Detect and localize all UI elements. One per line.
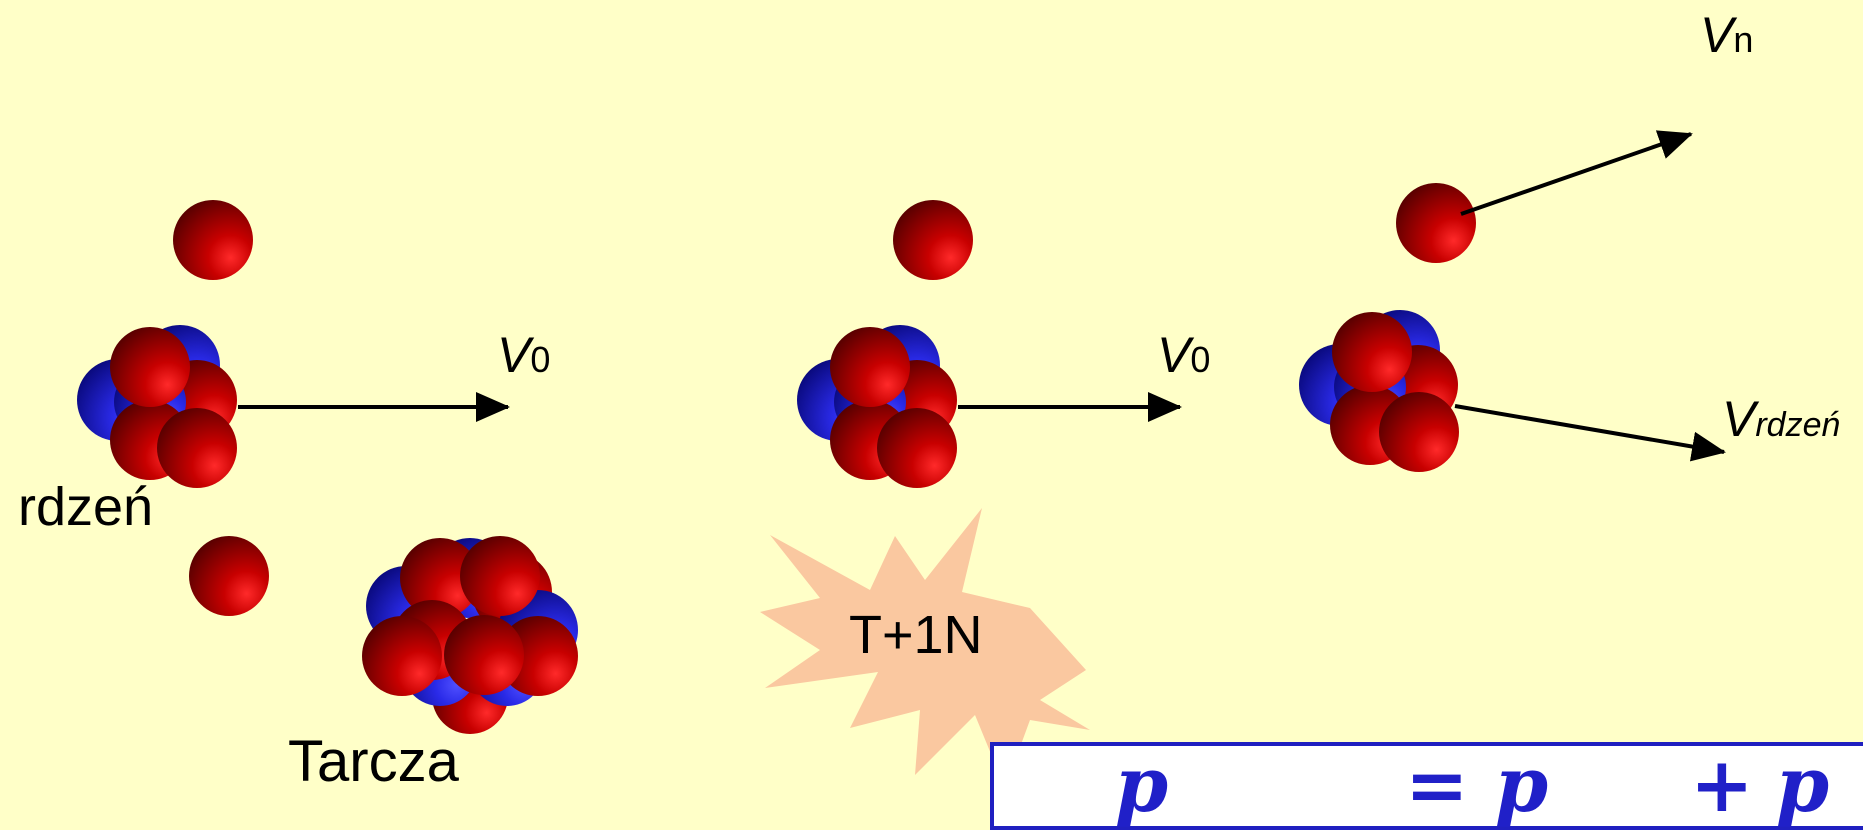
label-vrdzen: Vrdzeń <box>1722 391 1841 447</box>
projectile-core-3 <box>1299 310 1459 472</box>
projectile-core-1 <box>77 325 237 488</box>
target-nucleus <box>362 536 578 734</box>
label-target: Tarcza <box>288 729 459 794</box>
equation-term-2: p <box>1495 740 1549 829</box>
equation-term-1: p <box>1115 740 1169 829</box>
neutron-middle-top <box>893 200 973 280</box>
label-vn: Vn <box>1700 7 1754 63</box>
neutron-left-top <box>173 200 253 280</box>
label-core: rdzeń <box>18 477 154 537</box>
label-collision: T+1N <box>849 605 983 665</box>
velocity-arrow-vn <box>1460 130 1693 216</box>
label-v0-1: V0 <box>497 327 551 383</box>
equation-plus: + <box>1690 740 1754 829</box>
diagram-stage: V0 V0 Vn Vrdzeń rdzeń Tarcza T+1N p = p … <box>18 7 1863 830</box>
diagram-canvas <box>77 130 1726 788</box>
scene-1-before <box>77 200 578 734</box>
scene-3-after <box>1299 130 1726 472</box>
collision-burst <box>760 508 1090 788</box>
scene-2-collision <box>760 200 1182 788</box>
projectile-core-2 <box>797 325 957 488</box>
equation-term-3: p <box>1776 740 1830 829</box>
equation-equals: = <box>1405 740 1469 829</box>
neutron-emitted <box>1396 183 1476 263</box>
label-v0-2: V0 <box>1157 327 1211 383</box>
velocity-arrow-vrdzen <box>1454 404 1726 462</box>
neutron-left-bottom <box>189 536 269 616</box>
